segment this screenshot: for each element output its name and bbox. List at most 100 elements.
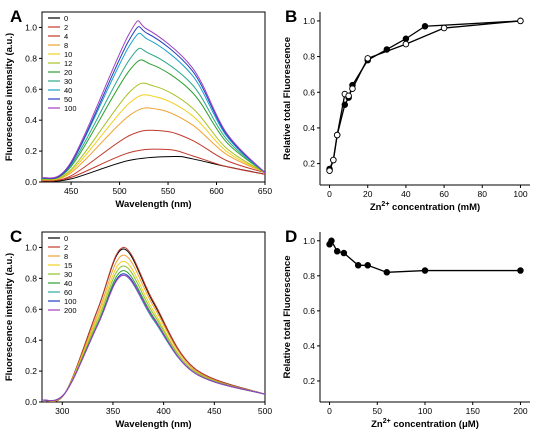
y-tick-label: 0.2 bbox=[25, 366, 37, 376]
y-tick-label: 0.4 bbox=[303, 123, 315, 133]
legend-label-30: 30 bbox=[64, 270, 72, 279]
data-point-open bbox=[333, 131, 341, 139]
x-tick-label: 0 bbox=[327, 406, 332, 416]
x-tick-label: 100 bbox=[418, 406, 432, 416]
x-tick-label: 650 bbox=[258, 186, 272, 196]
y-tick-label: 0.2 bbox=[25, 146, 37, 156]
legend-label-8: 8 bbox=[64, 252, 68, 261]
legend-label-0: 0 bbox=[64, 14, 68, 23]
x-tick-label: 350 bbox=[106, 406, 120, 416]
y-tick-label: 0.6 bbox=[303, 306, 315, 316]
legend-label-100: 100 bbox=[64, 104, 77, 113]
data-point-open bbox=[326, 167, 333, 174]
panel-letter-a: A bbox=[10, 7, 22, 26]
y-tick-label: 0.6 bbox=[303, 87, 315, 97]
y-tick-label: 0.4 bbox=[303, 341, 315, 351]
y-tick-label: 0.8 bbox=[303, 271, 315, 281]
legend-label-50: 50 bbox=[64, 95, 72, 104]
y-tick-label: 1.0 bbox=[303, 236, 315, 246]
x-tick-label: 450 bbox=[64, 186, 78, 196]
series-line-8 bbox=[42, 107, 265, 181]
y-tick-label: 0.6 bbox=[25, 304, 37, 314]
data-point-open bbox=[330, 156, 337, 164]
legend-label-40: 40 bbox=[64, 86, 72, 95]
legend-label-10: 10 bbox=[64, 50, 72, 59]
legend-label-2: 2 bbox=[64, 243, 68, 252]
series-line-30 bbox=[42, 47, 265, 180]
y-tick-label: 0.8 bbox=[303, 52, 315, 62]
data-point-filled bbox=[328, 237, 335, 245]
data-point-open bbox=[364, 55, 371, 62]
y-axis-title: Relative total Fluorescence bbox=[282, 255, 293, 378]
x-axis-title: Wavelength (nm) bbox=[115, 199, 191, 210]
x-tick-label: 500 bbox=[258, 406, 272, 416]
legend-label-0: 0 bbox=[64, 234, 68, 243]
data-point-filled bbox=[383, 269, 391, 276]
legend-label-8: 8 bbox=[64, 41, 68, 50]
x-tick-label: 450 bbox=[207, 406, 221, 416]
plot-frame bbox=[41, 231, 266, 403]
x-tick-label: 80 bbox=[478, 189, 488, 199]
x-tick-label: 60 bbox=[439, 189, 449, 199]
data-point-filled bbox=[340, 249, 348, 257]
data-point-filled bbox=[354, 262, 362, 269]
x-tick-label: 20 bbox=[363, 189, 373, 199]
series-line-100 bbox=[42, 20, 265, 179]
data-point-filled bbox=[421, 23, 429, 30]
series-line-open bbox=[328, 20, 521, 171]
panel-d-titration-chart: 0 50 100 150 200 0.2 0.4 0.6 0.8 1.0 Relative tota… bbox=[282, 232, 530, 430]
panel-letter-d: D bbox=[285, 227, 297, 246]
series-line-4 bbox=[42, 129, 265, 182]
series-line-12 bbox=[42, 82, 265, 181]
panel-b-titration-chart: 0 20 40 60 80 100 0.2 0.4 0.6 0.8 1.0 Relative tota… bbox=[282, 12, 530, 213]
data-point-filled bbox=[402, 35, 410, 43]
y-tick-label: 0.2 bbox=[303, 159, 315, 169]
series-lines bbox=[42, 20, 265, 182]
y-tick-label: 1.0 bbox=[25, 242, 37, 252]
panel-a-spectra-chart: 450 500 550 600 6500.00.20.40.60.81.0Fluores… bbox=[4, 11, 272, 210]
y-tick-label: 1.0 bbox=[303, 16, 315, 26]
legend-label-15: 15 bbox=[64, 261, 72, 270]
legend-label-20: 20 bbox=[64, 68, 72, 77]
data-point-open bbox=[440, 24, 448, 32]
series-line-30 bbox=[42, 265, 265, 402]
y-tick-label: 0.6 bbox=[25, 84, 37, 94]
x-tick-label: 600 bbox=[209, 186, 223, 196]
legend-label-200: 200 bbox=[64, 306, 77, 315]
panel-c-spectra-chart: 300 350 400 450 5000.00.20.40.60.81.0Fluores… bbox=[4, 231, 272, 430]
legend-label-4: 4 bbox=[64, 32, 68, 41]
series-line-20 bbox=[42, 59, 265, 180]
legend-label-30: 30 bbox=[64, 77, 72, 86]
legend-label-12: 12 bbox=[64, 59, 72, 68]
x-tick-label: 150 bbox=[466, 406, 480, 416]
y-tick-label: 0.4 bbox=[25, 335, 37, 345]
series-line-200 bbox=[42, 274, 265, 402]
x-axis-title: Zn2+ concentration (μM) bbox=[371, 418, 479, 430]
x-tick-label: 300 bbox=[55, 406, 69, 416]
series-line-2 bbox=[42, 148, 265, 182]
x-tick-label: 50 bbox=[373, 406, 383, 416]
data-point-open bbox=[349, 85, 356, 92]
plot-frame bbox=[41, 11, 266, 183]
x-tick-label: 500 bbox=[112, 186, 126, 196]
series-line-60 bbox=[42, 274, 265, 402]
data-point-filled bbox=[517, 267, 524, 274]
y-tick-label: 0.4 bbox=[25, 115, 37, 125]
x-tick-label: 100 bbox=[513, 189, 527, 199]
y-axis-title: Fluorescence intensity (a.u.) bbox=[4, 33, 15, 161]
data-point-filled bbox=[333, 248, 341, 255]
legend-label-2: 2 bbox=[64, 23, 68, 32]
series-line-100 bbox=[42, 273, 265, 402]
data-point-open bbox=[517, 17, 524, 25]
x-tick-label: 0 bbox=[327, 189, 332, 199]
series-line-2 bbox=[42, 246, 265, 402]
x-axis-title: Wavelength (nm) bbox=[115, 419, 191, 430]
y-tick-label: 1.0 bbox=[25, 22, 37, 32]
legend-label-60: 60 bbox=[64, 288, 72, 297]
series-line-15 bbox=[42, 260, 265, 402]
x-tick-label: 40 bbox=[401, 189, 411, 199]
x-axis-title: Zn2+ concentration (mM) bbox=[370, 201, 480, 213]
series-line-filled bbox=[328, 20, 521, 170]
